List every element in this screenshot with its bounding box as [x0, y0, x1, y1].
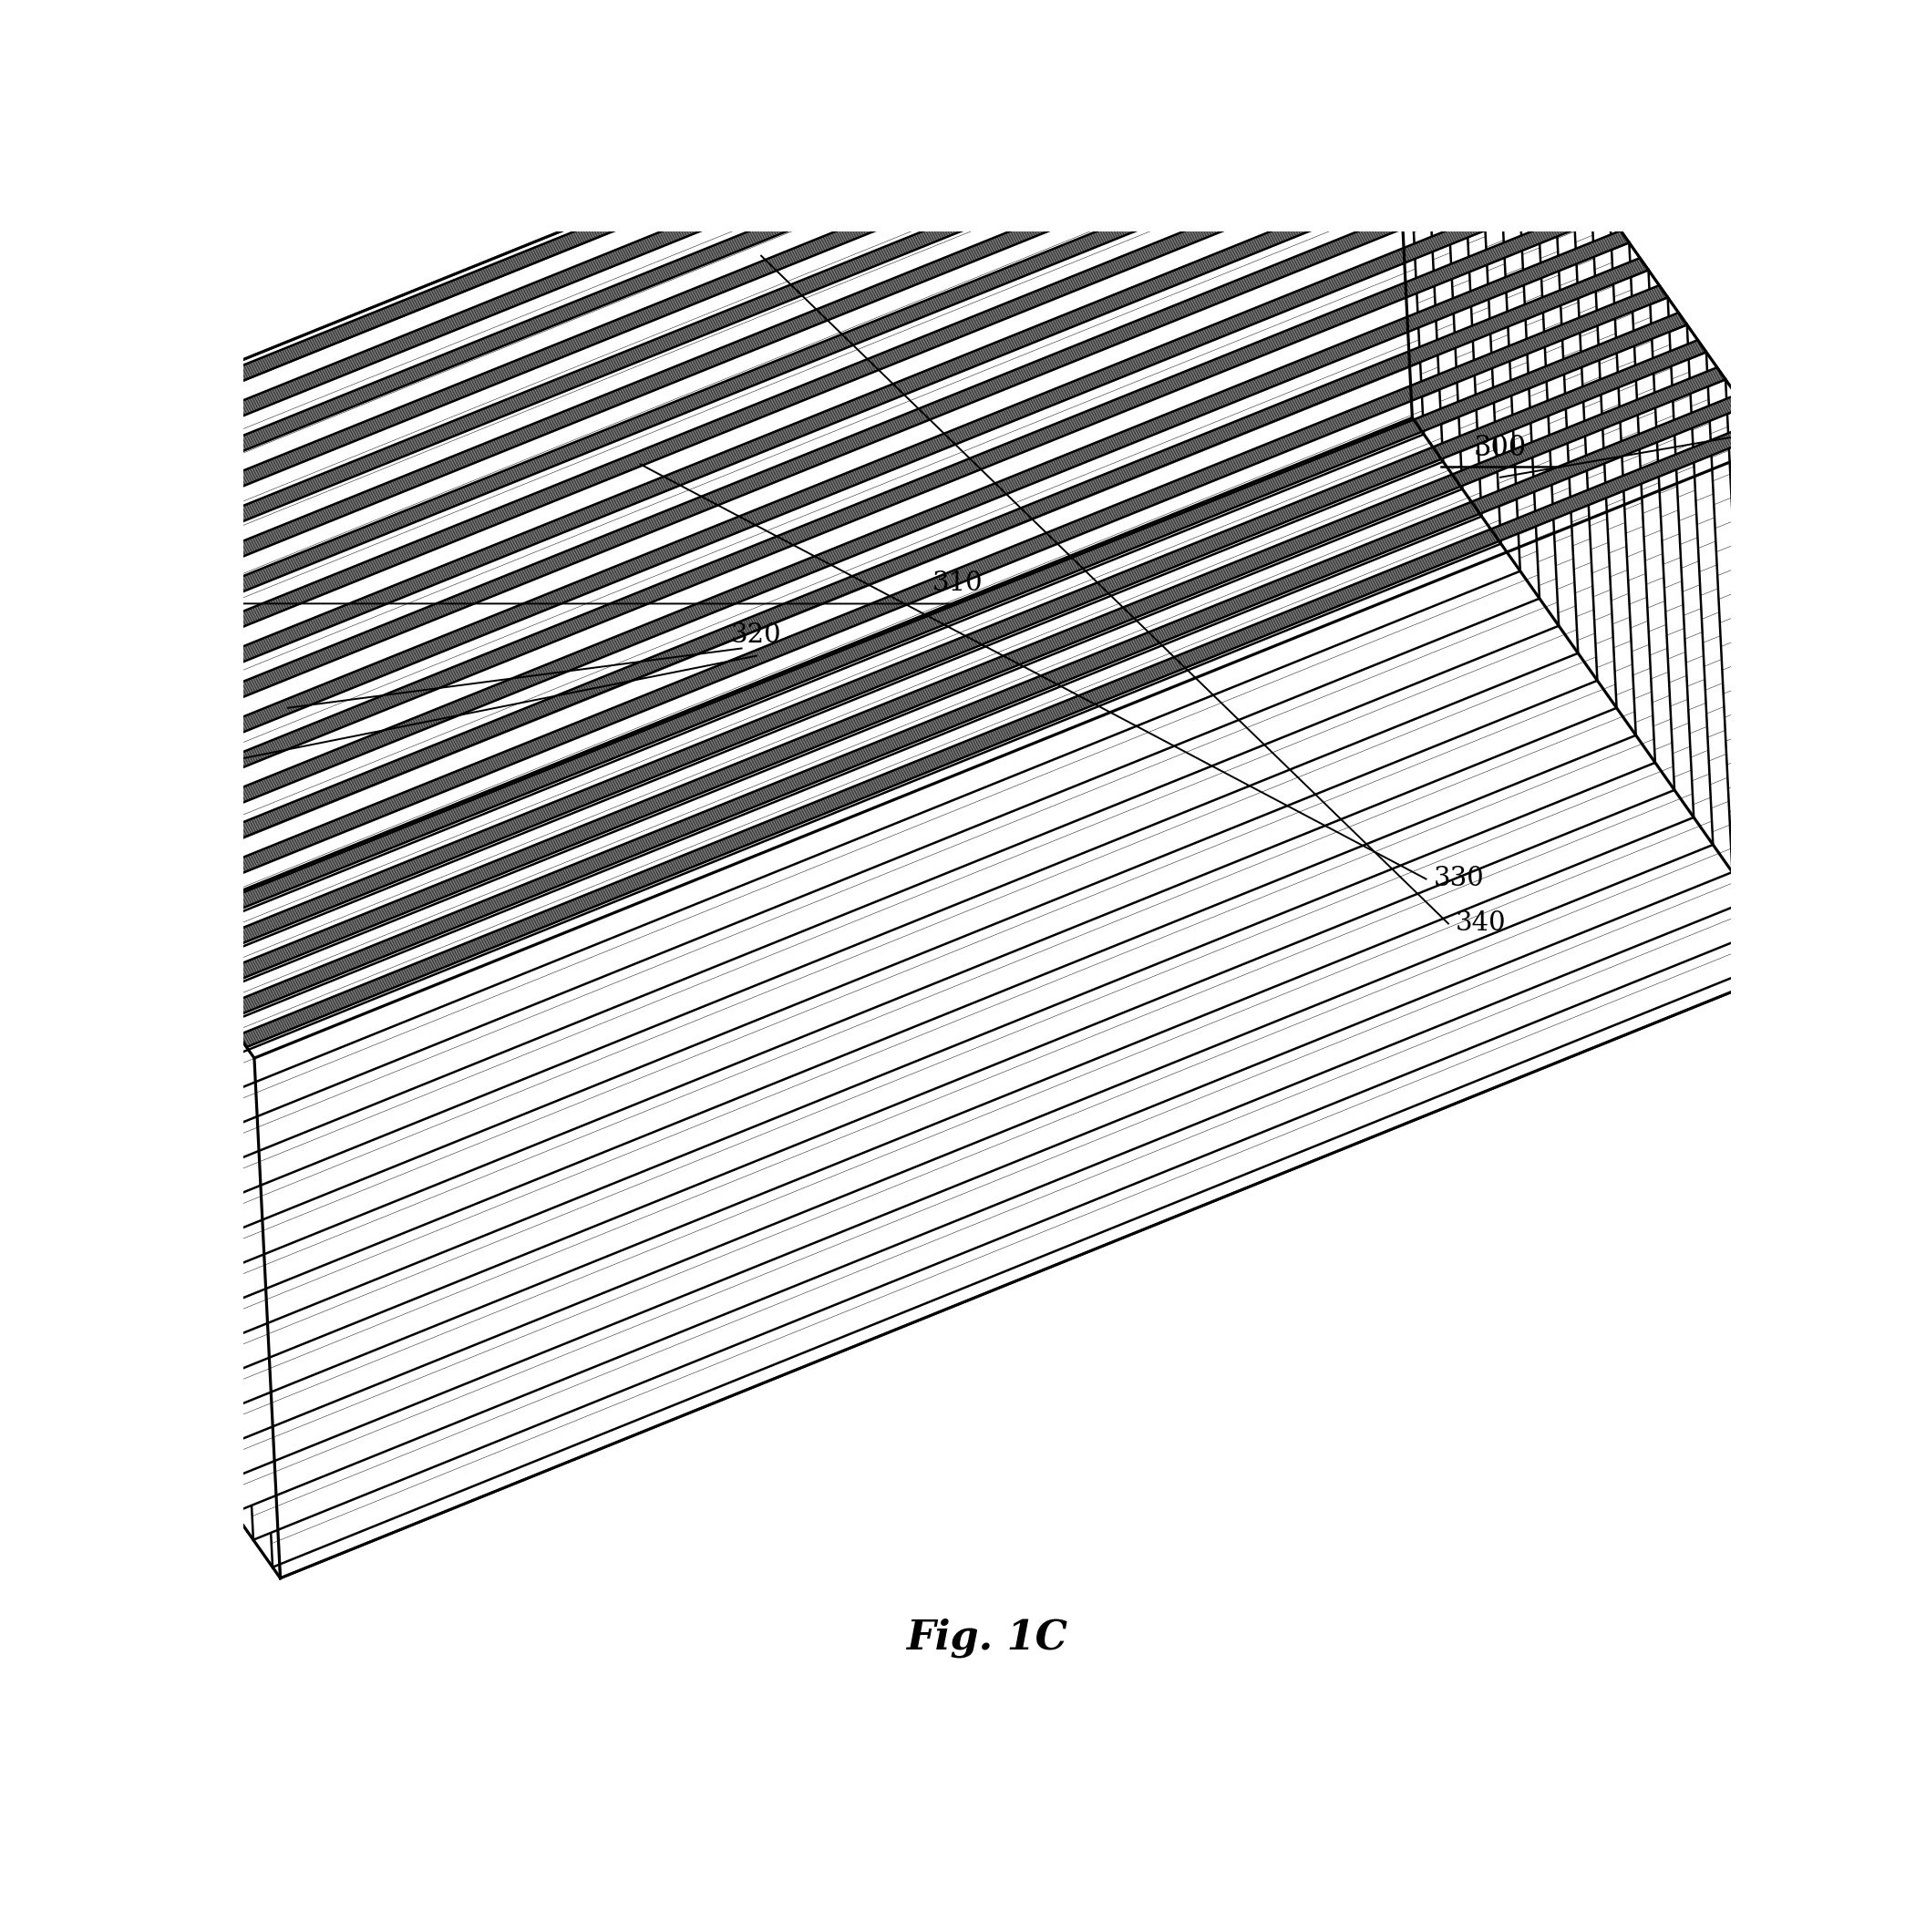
- Polygon shape: [0, 0, 1772, 1059]
- Polygon shape: [162, 313, 1687, 937]
- Polygon shape: [0, 0, 1481, 1130]
- Polygon shape: [131, 270, 1674, 1403]
- Polygon shape: [0, 23, 1500, 1157]
- Text: 300: 300: [1473, 435, 1527, 462]
- Polygon shape: [0, 50, 1520, 1184]
- Polygon shape: [220, 394, 1745, 1020]
- Polygon shape: [0, 0, 1462, 1101]
- Polygon shape: [46, 149, 1572, 773]
- Polygon shape: [0, 79, 1539, 1211]
- Text: 320: 320: [732, 622, 782, 649]
- Text: 330: 330: [1433, 866, 1485, 893]
- Text: 310: 310: [932, 570, 982, 597]
- Polygon shape: [0, 0, 1398, 527]
- Polygon shape: [54, 160, 1597, 1294]
- Polygon shape: [6, 95, 1533, 719]
- Polygon shape: [247, 435, 1789, 1567]
- Polygon shape: [73, 187, 1616, 1321]
- Polygon shape: [208, 379, 1751, 1513]
- Polygon shape: [0, 0, 1418, 554]
- Polygon shape: [0, 39, 1495, 665]
- Polygon shape: [0, 0, 1456, 609]
- Polygon shape: [254, 444, 1797, 1578]
- Text: Fig. 1C: Fig. 1C: [907, 1617, 1067, 1658]
- Polygon shape: [181, 340, 1706, 966]
- Polygon shape: [92, 214, 1635, 1349]
- Polygon shape: [169, 325, 1712, 1459]
- Polygon shape: [0, 0, 1443, 1074]
- Polygon shape: [112, 243, 1654, 1376]
- Polygon shape: [227, 408, 1770, 1540]
- Polygon shape: [0, 417, 1797, 1578]
- Polygon shape: [35, 133, 1577, 1265]
- Polygon shape: [150, 298, 1693, 1430]
- Polygon shape: [0, 12, 1475, 638]
- Polygon shape: [0, 0, 1423, 1047]
- Polygon shape: [15, 106, 1558, 1238]
- Polygon shape: [200, 367, 1726, 993]
- Polygon shape: [0, 0, 1437, 582]
- Polygon shape: [25, 122, 1552, 746]
- Polygon shape: [65, 176, 1591, 802]
- Polygon shape: [104, 230, 1629, 856]
- Text: 340: 340: [1456, 910, 1506, 937]
- Polygon shape: [239, 421, 1764, 1047]
- Polygon shape: [143, 286, 1668, 910]
- Polygon shape: [0, 66, 1514, 692]
- Polygon shape: [85, 203, 1610, 829]
- Polygon shape: [123, 259, 1649, 883]
- Polygon shape: [189, 352, 1731, 1486]
